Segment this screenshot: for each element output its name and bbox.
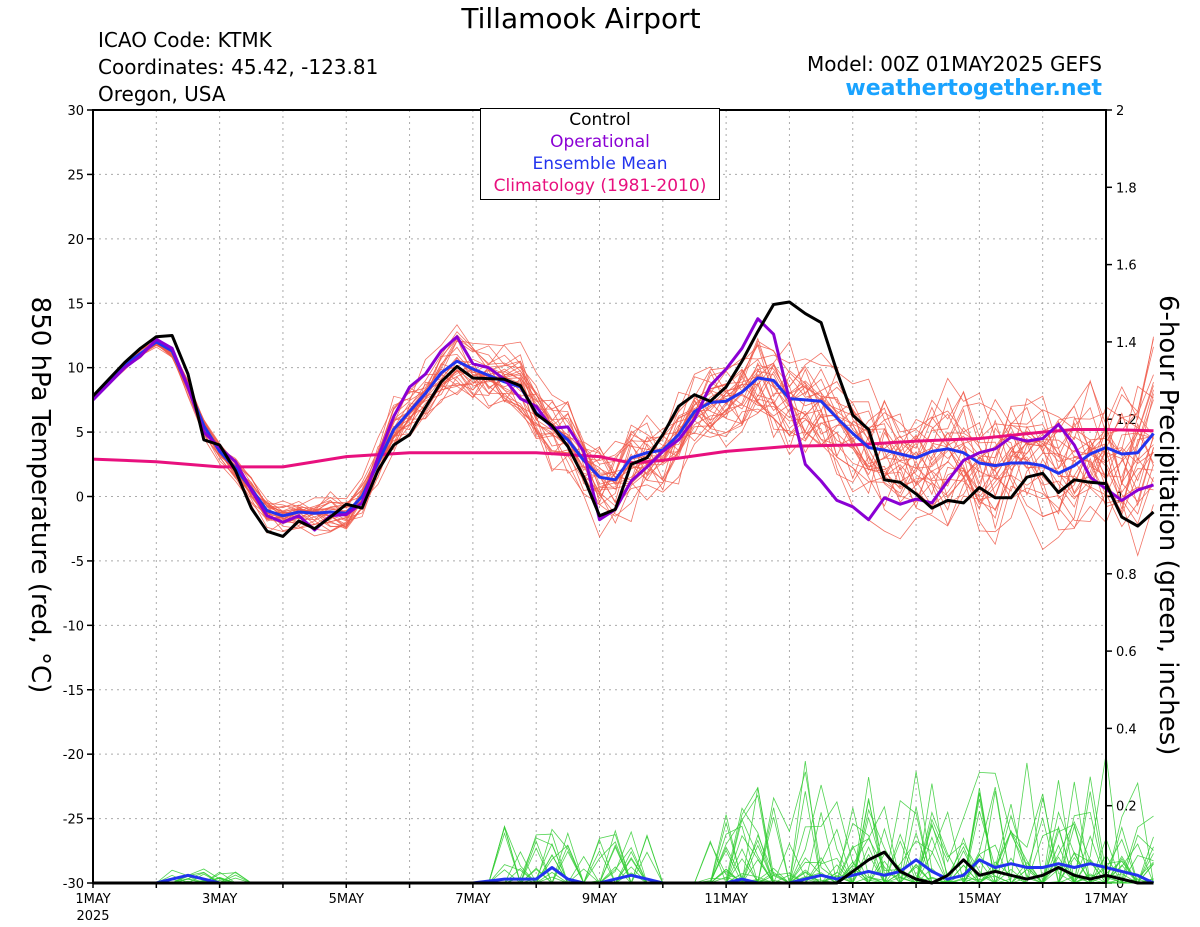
x-tick-label: 5MAY [329,892,364,907]
y-left-tick-label: 5 [76,426,84,441]
site-name: weathertogether.net [845,76,1102,101]
legend-ensemble-mean: Ensemble Mean [532,154,668,174]
x-year-label: 2025 [76,909,109,924]
climatology-1981-2010-temp-line [92,428,1154,469]
model-run: Model: 00Z 01MAY2025 GEFS [807,52,1102,76]
legend-operational: Operational [550,132,650,152]
y-axis-left-label: 850 hPa Temperature (red, °C) [25,296,55,694]
y-left-tick-label: -15 [63,684,84,699]
y-right-tick-label: 0.6 [1116,645,1137,660]
member-temp-line [92,341,1154,533]
y-left-tick-label: 20 [67,233,84,248]
coordinates: Coordinates: 45.42, -123.81 [98,55,379,79]
y-left-tick-label: -25 [63,813,84,828]
y-left-tick-label: -30 [63,877,84,892]
x-tick-label: 13MAY [831,892,875,907]
member-temp-line [92,344,1154,546]
ensemble-mean-precip-line [93,858,1155,885]
y-right-tick-label: 1.4 [1116,336,1137,351]
y-right-tick-label: 0.8 [1116,568,1137,583]
y-left-tick-label: -10 [63,619,84,634]
x-tick-label: 15MAY [958,892,1002,907]
x-tick-label: 11MAY [704,892,748,907]
member-temp-line [92,337,1154,530]
member-temp-line [92,342,1154,533]
y-right-tick-label: 0 [1116,877,1124,892]
x-tick-label: 3MAY [202,892,237,907]
control-temp-line [91,300,1155,538]
y-right-tick-label: 0.4 [1116,722,1137,737]
member-temp-line [92,341,1154,521]
y-left-tick-label: 30 [67,104,84,119]
legend-control: Control [569,110,631,130]
y-left-tick-label: -5 [71,555,84,570]
y-left-tick-label: 0 [76,491,84,506]
member-temp-line [92,338,1154,557]
y-right-tick-label: 2 [1116,104,1124,119]
y-left-tick-label: 10 [67,362,84,377]
y-left-tick-label: -20 [63,748,84,763]
member-temp-line [92,334,1154,537]
legend: Control Operational Ensemble Mean Climat… [480,108,720,200]
x-tick-label: 9MAY [582,892,617,907]
operational-temp-line [91,317,1154,532]
control-precip-line [93,850,1154,885]
x-tick-label: 17MAY [1084,892,1128,907]
legend-climatology: Climatology (1981-2010) [493,176,707,196]
x-tick-label: 1MAY [75,892,110,907]
y-left-tick-label: 25 [67,168,84,183]
y-right-tick-label: 1.8 [1116,181,1137,196]
icao-code: ICAO Code: KTMK [98,28,272,52]
region: Oregon, USA [98,82,226,106]
chart-title: Tillamook Airport [461,2,701,35]
ensemble-mean-temp-line [91,340,1155,518]
y-right-tick-label: 1.6 [1116,259,1137,274]
y-left-tick-label: 15 [67,297,84,312]
x-tick-label: 7MAY [455,892,490,907]
y-axis-right-label: 6-hour Precipitation (green, inches) [1153,295,1183,756]
